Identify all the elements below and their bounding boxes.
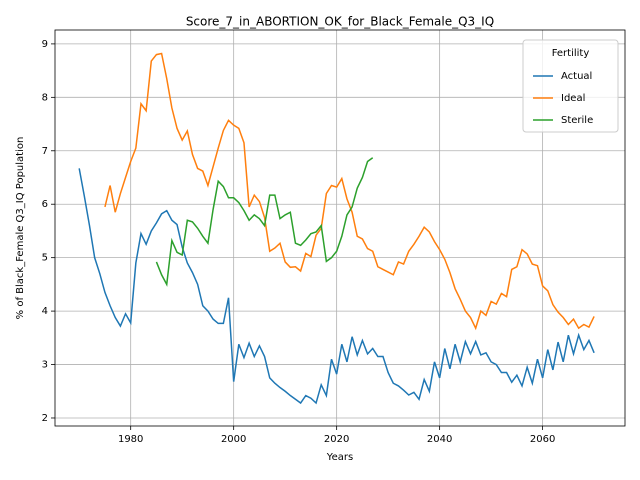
y-tick-label: 7	[42, 146, 48, 157]
x-tick-label: 2020	[324, 434, 349, 445]
legend-label: Sterile	[561, 115, 593, 126]
y-tick-label: 9	[42, 39, 48, 50]
y-tick-label: 8	[42, 92, 48, 103]
legend-label: Ideal	[561, 93, 585, 104]
legend-label: Actual	[561, 71, 592, 82]
series-line	[155, 157, 374, 287]
legend-box	[522, 39, 619, 133]
series-line	[78, 168, 595, 405]
x-tick-label: 2060	[530, 434, 555, 445]
series-line	[104, 52, 595, 331]
y-tick-label: 2	[42, 413, 48, 424]
x-tick-label: 1980	[118, 434, 143, 445]
legend-title: Fertility	[552, 48, 590, 59]
y-axis-label: % of Black_Female Q3_IQ Population	[15, 137, 26, 320]
y-tick-label: 3	[42, 360, 48, 371]
chart-title: Score_7_in_ABORTION_OK_for_Black_Female_…	[186, 15, 494, 29]
legend: Fertility Actual Ideal Sterile	[522, 39, 619, 133]
x-tick-label: 2000	[221, 434, 246, 445]
y-tick-label: 4	[42, 306, 48, 317]
plot-frame	[54, 29, 626, 427]
y-tick-label: 5	[42, 253, 48, 264]
x-tick-label: 2040	[427, 434, 452, 445]
y-tick-label: 6	[42, 199, 48, 210]
x-axis-label: Years	[326, 452, 353, 463]
